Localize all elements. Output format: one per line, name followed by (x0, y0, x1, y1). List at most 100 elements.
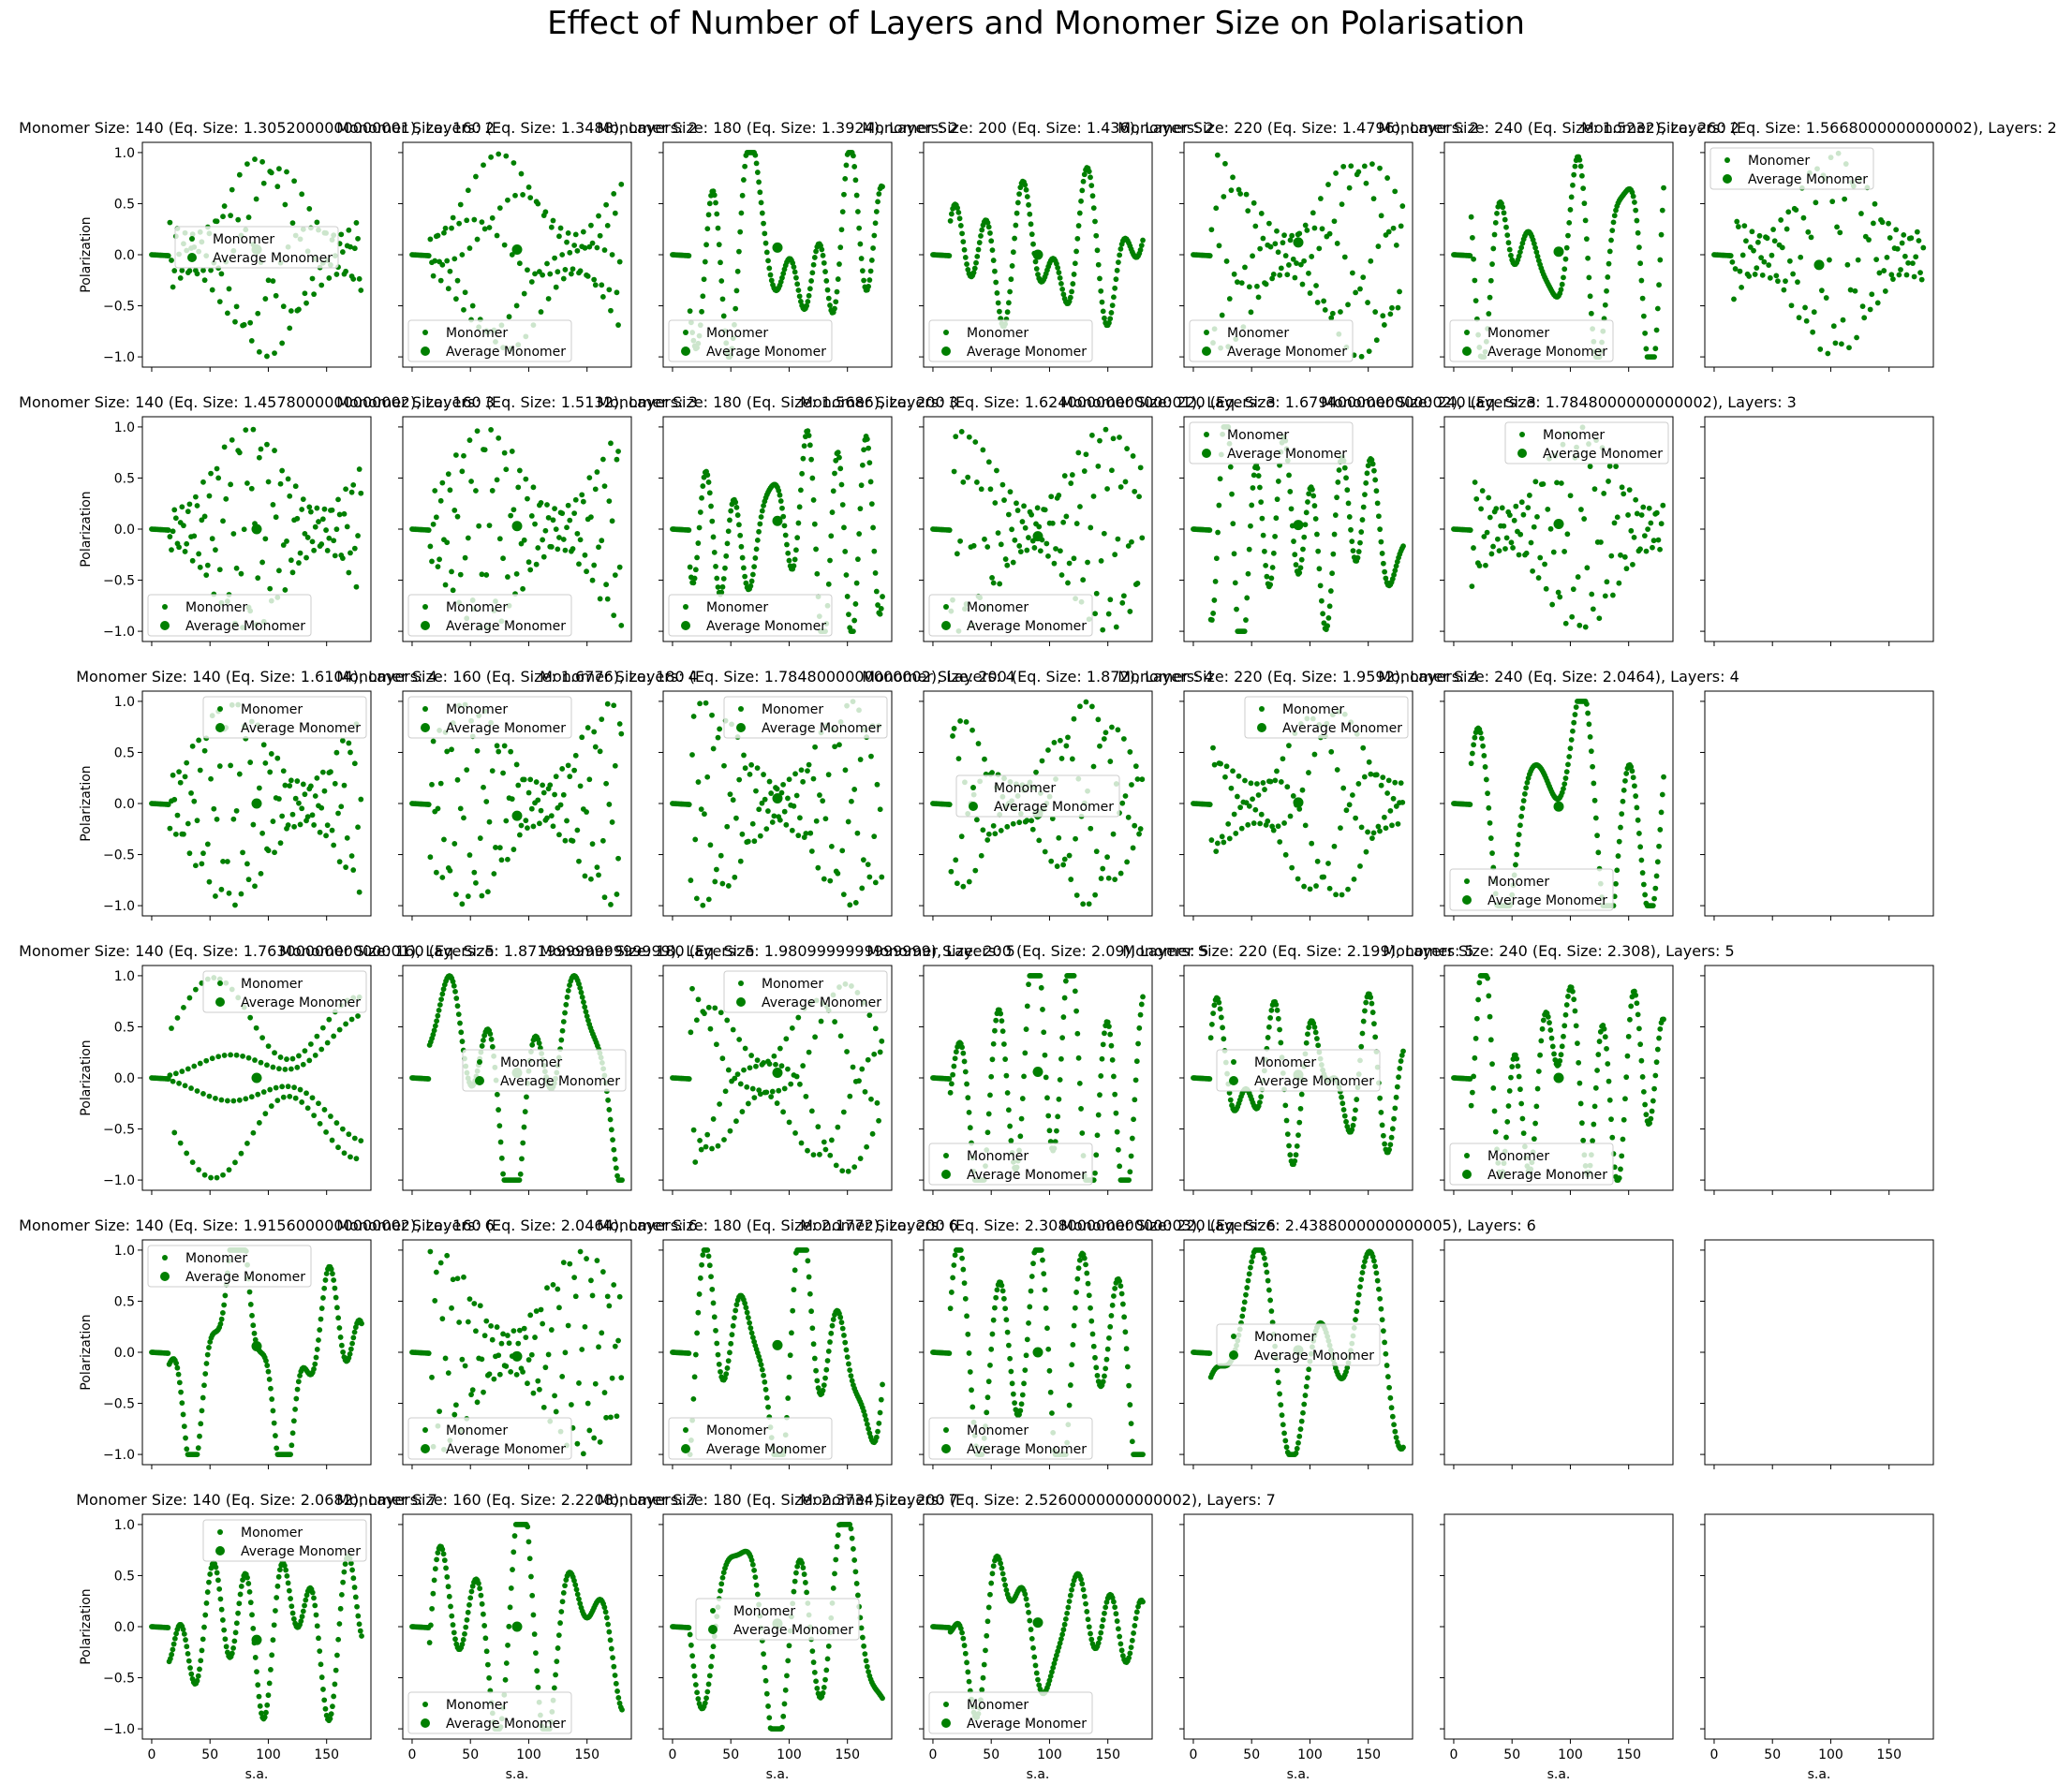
data-point (466, 437, 473, 443)
data-point (432, 1023, 438, 1029)
data-point (197, 767, 203, 774)
data-point (256, 785, 262, 791)
data-point (179, 267, 185, 273)
data-point (270, 502, 276, 508)
legend-marker-monomer (1724, 157, 1730, 163)
data-point (182, 1083, 188, 1089)
data-point (1139, 535, 1146, 541)
data-point (452, 892, 459, 897)
data-point (805, 768, 810, 774)
data-point (795, 288, 802, 293)
data-point (220, 1172, 226, 1178)
data-point (1026, 535, 1031, 540)
data-point (494, 743, 500, 749)
data-point (165, 527, 171, 533)
data-point (548, 813, 555, 819)
data-point (791, 803, 797, 809)
data-point (306, 1057, 313, 1064)
data-point (725, 528, 732, 535)
data-point (1378, 538, 1384, 545)
data-point (733, 1118, 739, 1125)
data-point (720, 576, 727, 582)
data-point (1621, 491, 1627, 497)
data-point (544, 815, 550, 821)
data-point (1294, 1143, 1300, 1149)
data-point (483, 572, 490, 578)
data-point (751, 838, 758, 845)
data-point (244, 861, 250, 867)
data-point (343, 1021, 349, 1027)
data-point (570, 266, 576, 273)
data-point (483, 1318, 490, 1324)
data-point (1384, 175, 1391, 181)
data-point (776, 1087, 782, 1094)
data-point (963, 719, 969, 725)
average-point (1293, 520, 1304, 531)
data-point (1095, 716, 1102, 723)
data-point (871, 548, 878, 554)
data-point (1911, 273, 1917, 280)
data-point (784, 541, 790, 548)
data-point (294, 1386, 301, 1393)
data-point (828, 533, 835, 539)
data-point (1302, 522, 1309, 528)
data-point (465, 893, 471, 899)
data-point (1754, 265, 1760, 272)
data-point (174, 1364, 181, 1371)
data-point (1002, 1056, 1009, 1062)
data-point (1267, 778, 1274, 785)
data-point (1605, 1061, 1611, 1067)
legend-label-average: Average Monomer (706, 619, 826, 634)
data-point (805, 1258, 811, 1264)
data-point (1515, 1063, 1521, 1069)
data-point (557, 802, 564, 808)
legend-label-average: Average Monomer (1254, 1074, 1374, 1089)
data-point (1604, 288, 1609, 294)
data-point (586, 776, 593, 783)
data-point (852, 900, 859, 906)
data-point (840, 892, 847, 898)
data-point (318, 282, 325, 288)
data-point (1575, 574, 1581, 580)
data-point (730, 1026, 736, 1033)
data-point (610, 1137, 615, 1143)
data-point (1325, 615, 1332, 621)
legend-label-average: Average Monomer (241, 995, 361, 1010)
data-point (521, 1325, 527, 1332)
data-point (1530, 568, 1536, 574)
data-point (1100, 865, 1106, 872)
data-point (288, 308, 294, 314)
data-point (774, 786, 780, 792)
data-point (1793, 207, 1799, 214)
data-point (577, 783, 584, 789)
data-point (181, 1423, 187, 1429)
data-point (780, 513, 787, 520)
data-point (200, 850, 206, 857)
data-point (791, 1287, 797, 1293)
data-point (559, 510, 566, 517)
legend-marker-average (941, 346, 951, 356)
data-point (1296, 1119, 1303, 1126)
data-point (592, 1380, 599, 1387)
data-point (1397, 288, 1402, 295)
data-point (761, 503, 766, 509)
data-point (1565, 994, 1571, 999)
data-point (745, 838, 751, 845)
data-point (282, 587, 289, 593)
data-point (288, 777, 294, 784)
data-point (169, 1025, 174, 1031)
data-point (1631, 534, 1637, 540)
data-point (1345, 886, 1351, 892)
data-point (288, 1066, 294, 1072)
data-point (1032, 258, 1039, 265)
legend-label-monomer: Monomer (706, 326, 768, 341)
data-point (509, 796, 515, 803)
legend-label-average: Average Monomer (241, 721, 361, 736)
data-point (431, 1027, 437, 1034)
data-point (1101, 736, 1107, 742)
data-point (297, 1086, 303, 1093)
data-point (1847, 287, 1854, 293)
data-point (1287, 813, 1294, 819)
data-point (832, 305, 837, 312)
